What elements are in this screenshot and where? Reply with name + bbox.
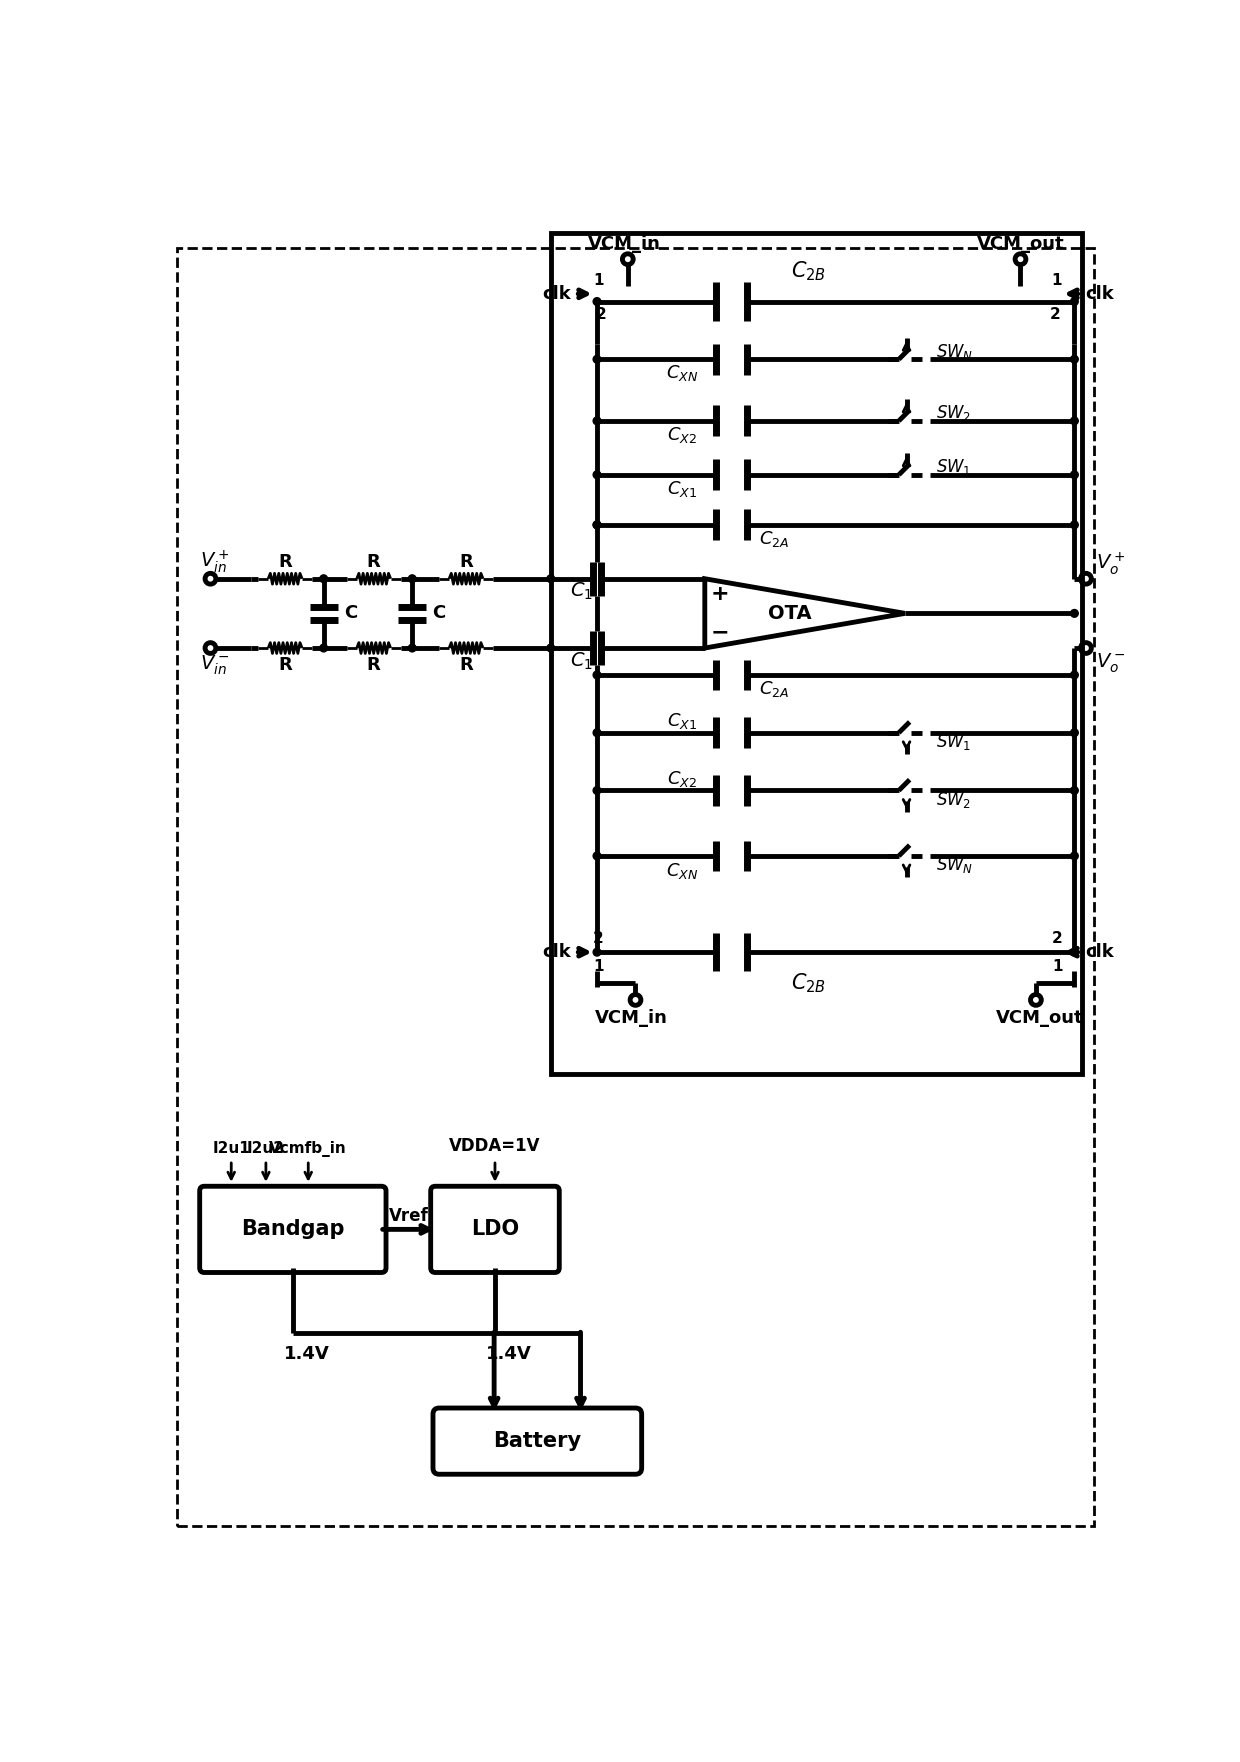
Text: $C_{2B}$: $C_{2B}$ xyxy=(791,971,826,996)
Text: $C_1$: $C_1$ xyxy=(570,650,593,671)
Text: $SW_1$: $SW_1$ xyxy=(936,456,971,478)
Circle shape xyxy=(593,671,601,678)
Text: 1: 1 xyxy=(593,273,604,289)
Circle shape xyxy=(593,418,601,425)
Circle shape xyxy=(1070,298,1079,305)
Text: $SW_N$: $SW_N$ xyxy=(936,342,973,361)
FancyBboxPatch shape xyxy=(430,1186,559,1272)
Text: $V_o^-$: $V_o^-$ xyxy=(1096,652,1125,675)
Circle shape xyxy=(593,729,601,737)
Text: $C_{XN}$: $C_{XN}$ xyxy=(666,363,698,382)
Text: 1: 1 xyxy=(1052,273,1061,289)
Circle shape xyxy=(408,574,417,583)
Text: 1: 1 xyxy=(593,959,604,974)
Text: 1: 1 xyxy=(1053,959,1063,974)
Circle shape xyxy=(1070,522,1079,529)
Text: $C_1$: $C_1$ xyxy=(570,581,593,603)
Circle shape xyxy=(1070,418,1079,425)
Text: Vcmfb_in: Vcmfb_in xyxy=(269,1140,347,1156)
Circle shape xyxy=(593,786,601,795)
Text: $SW_2$: $SW_2$ xyxy=(936,789,971,811)
Circle shape xyxy=(593,356,601,363)
Text: 2: 2 xyxy=(596,307,608,322)
Text: $SW_N$: $SW_N$ xyxy=(936,855,973,876)
Text: $V_{in}^+$: $V_{in}^+$ xyxy=(201,548,229,574)
Text: VDDA=1V: VDDA=1V xyxy=(449,1136,541,1156)
Circle shape xyxy=(593,522,601,529)
Text: $SW_2$: $SW_2$ xyxy=(936,403,971,423)
Text: R: R xyxy=(278,553,293,571)
Text: I2u1: I2u1 xyxy=(212,1142,250,1156)
Circle shape xyxy=(593,470,601,479)
Circle shape xyxy=(593,853,601,860)
Text: C: C xyxy=(343,604,357,622)
Text: LDO: LDO xyxy=(471,1219,520,1239)
Circle shape xyxy=(1070,671,1079,678)
Circle shape xyxy=(1070,853,1079,860)
Circle shape xyxy=(593,522,601,529)
Text: $V_{in}^-$: $V_{in}^-$ xyxy=(201,654,229,677)
Text: R: R xyxy=(278,655,293,675)
Text: R: R xyxy=(367,655,381,675)
FancyBboxPatch shape xyxy=(200,1186,386,1272)
Text: $SW_1$: $SW_1$ xyxy=(936,731,971,752)
Text: $C_{2A}$: $C_{2A}$ xyxy=(759,529,790,548)
Text: $C_{2A}$: $C_{2A}$ xyxy=(759,678,790,700)
Text: 1.4V: 1.4V xyxy=(486,1344,532,1364)
Circle shape xyxy=(593,298,601,305)
Text: 2: 2 xyxy=(1050,307,1060,322)
Text: 2: 2 xyxy=(1052,930,1063,946)
Circle shape xyxy=(547,645,554,652)
Text: VCM_out: VCM_out xyxy=(977,234,1064,252)
Circle shape xyxy=(593,948,601,957)
Text: −: − xyxy=(711,622,729,643)
Text: Bandgap: Bandgap xyxy=(241,1219,345,1239)
Text: OTA: OTA xyxy=(768,604,811,624)
Circle shape xyxy=(1070,610,1079,617)
Circle shape xyxy=(1070,786,1079,795)
Text: C: C xyxy=(433,604,445,622)
Bar xyxy=(551,233,1083,1073)
Text: R: R xyxy=(459,655,472,675)
Circle shape xyxy=(1070,948,1079,957)
Text: $C_{X1}$: $C_{X1}$ xyxy=(667,479,697,499)
Text: clk: clk xyxy=(1085,943,1114,962)
Text: $C_{2B}$: $C_{2B}$ xyxy=(791,259,826,282)
Circle shape xyxy=(1070,729,1079,737)
Text: clk: clk xyxy=(1085,285,1114,303)
Text: $C_{X2}$: $C_{X2}$ xyxy=(667,425,697,444)
Text: $V_o^+$: $V_o^+$ xyxy=(1096,550,1125,576)
Text: $C_{X2}$: $C_{X2}$ xyxy=(667,768,697,789)
Text: R: R xyxy=(459,553,472,571)
Text: +: + xyxy=(711,585,729,604)
Text: $C_{X1}$: $C_{X1}$ xyxy=(667,712,697,731)
Text: clk: clk xyxy=(542,285,570,303)
Text: 1.4V: 1.4V xyxy=(284,1344,330,1364)
Text: VCM_in: VCM_in xyxy=(595,1008,668,1027)
Circle shape xyxy=(1070,356,1079,363)
Text: VCM_in: VCM_in xyxy=(588,234,661,252)
Circle shape xyxy=(408,645,417,652)
Text: Vref: Vref xyxy=(388,1207,428,1225)
Text: clk: clk xyxy=(542,943,570,962)
Circle shape xyxy=(320,574,327,583)
Circle shape xyxy=(1070,470,1079,479)
Circle shape xyxy=(547,574,554,583)
Circle shape xyxy=(320,645,327,652)
Text: VCM_out: VCM_out xyxy=(996,1008,1084,1027)
Text: I2u2: I2u2 xyxy=(247,1142,285,1156)
FancyBboxPatch shape xyxy=(433,1408,641,1475)
Text: $C_{XN}$: $C_{XN}$ xyxy=(666,862,698,881)
Text: R: R xyxy=(367,553,381,571)
Text: 2: 2 xyxy=(593,930,604,946)
Text: Battery: Battery xyxy=(494,1431,582,1452)
